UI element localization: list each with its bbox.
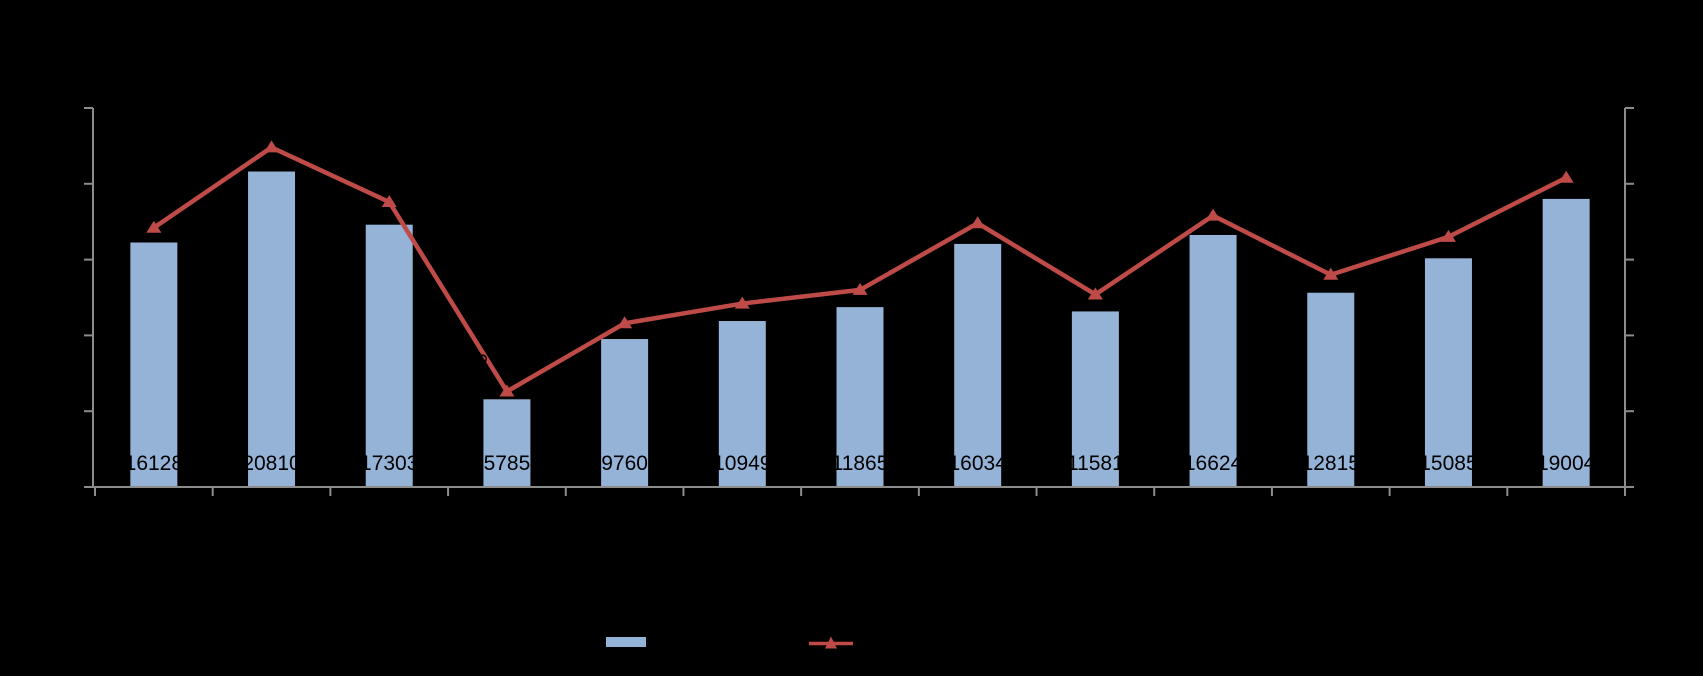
bar-data-label: 12815 — [1302, 452, 1360, 475]
bar — [1424, 258, 1472, 487]
bar — [365, 224, 413, 487]
bar — [601, 339, 649, 487]
bar-data-label: 10949 — [713, 452, 771, 475]
bar — [1307, 292, 1355, 487]
line-marker-triangle — [1205, 208, 1221, 221]
bar-data-label: 11581 — [1067, 452, 1124, 475]
line-marker-triangle — [617, 316, 633, 329]
line-marker-triangle — [1323, 267, 1339, 280]
bar-data-label: 15085 — [1419, 452, 1477, 475]
legend-bar-swatch — [606, 637, 646, 647]
bar-data-label: 20810 — [242, 452, 300, 475]
line-marker-triangle — [381, 194, 397, 207]
line-marker-triangle — [264, 140, 280, 153]
bar — [836, 307, 884, 487]
bar — [1071, 311, 1119, 487]
line-marker-triangle — [1558, 170, 1574, 183]
rotated-data-label-fragment: 6 — [470, 353, 492, 364]
bar-data-label: 16624 — [1184, 452, 1243, 475]
line-marker-triangle — [734, 296, 750, 309]
bar — [954, 243, 1002, 487]
bar-data-label: 19004 — [1537, 452, 1596, 475]
line-marker-triangle — [1440, 229, 1456, 242]
bar — [130, 242, 178, 487]
line-marker-triangle — [146, 220, 162, 233]
bar-data-label: 17303 — [360, 452, 418, 475]
bar-data-label: 16034 — [948, 452, 1007, 475]
bar-data-label: 16128 — [125, 452, 183, 475]
bar — [1189, 234, 1237, 487]
bar — [248, 171, 296, 488]
line-marker-triangle — [970, 216, 986, 229]
legend-line-marker — [825, 636, 837, 649]
bar — [718, 321, 766, 487]
bar-data-label: 5785 — [484, 452, 531, 475]
line-marker-triangle — [852, 282, 868, 295]
bar — [483, 399, 531, 487]
line-marker-triangle — [1087, 287, 1103, 300]
bar-data-label: 11865 — [832, 452, 889, 475]
bar-data-label: 9760 — [601, 452, 648, 475]
line-marker-triangle — [499, 384, 515, 397]
bar — [1542, 198, 1590, 487]
